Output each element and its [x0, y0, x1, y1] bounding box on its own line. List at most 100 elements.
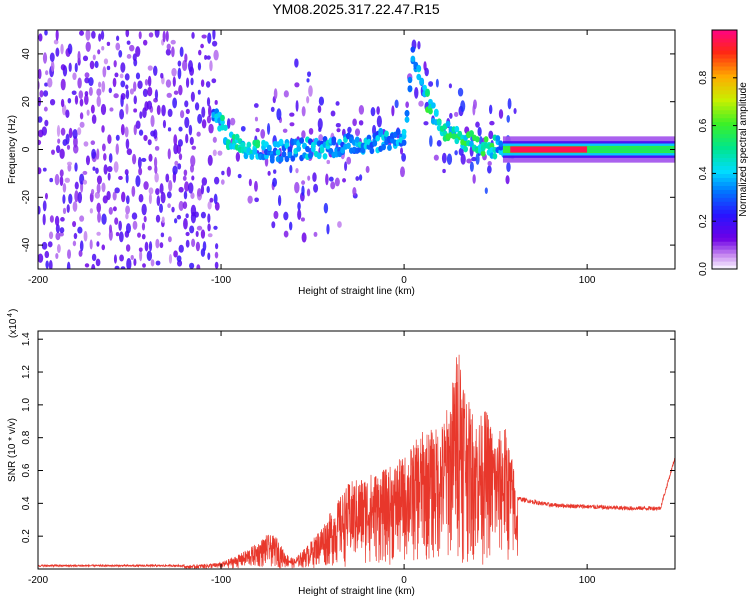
spectrogram-cell — [342, 178, 347, 183]
colorbar-segment — [712, 101, 737, 107]
spectrogram-cell — [391, 105, 395, 117]
x-tick-label: 0 — [401, 275, 407, 286]
spectrogram-cell — [471, 156, 477, 162]
spectrogram-cell — [295, 167, 299, 174]
spectrogram-cell — [118, 49, 123, 58]
spectrogram-cell — [96, 231, 101, 236]
spectrogram-cell — [294, 82, 300, 88]
spectrogram-cell — [154, 172, 159, 183]
spectrogram-cell — [191, 175, 195, 181]
spectrogram-cell — [214, 201, 220, 211]
spectrogram-cell — [125, 103, 129, 115]
spectrogram-cell — [419, 78, 425, 86]
spectrogram-cell — [206, 115, 212, 124]
spectrogram-cell — [106, 190, 111, 201]
spectrogram-cell — [96, 95, 101, 108]
colorbar-segment — [712, 69, 737, 75]
spectrogram-cell — [474, 136, 480, 143]
spectrogram-cell — [200, 79, 205, 87]
spectrogram-cell — [177, 67, 182, 80]
spectrogram-cell — [400, 147, 404, 155]
spectrogram-cell — [115, 143, 119, 155]
spectrogram-cell — [445, 120, 451, 128]
spectrogram-cell — [428, 81, 434, 87]
spectrogram-cell — [176, 214, 182, 220]
spectrogram-cell — [114, 217, 119, 225]
spectrogram-cell — [55, 145, 61, 154]
spectrogram-cell — [326, 159, 331, 165]
spectrogram-cell — [255, 139, 261, 146]
spectrogram-cell — [97, 49, 101, 55]
spectrogram-cell — [284, 142, 290, 149]
colorbar-segment — [712, 97, 737, 103]
spectrogram-cell — [469, 130, 474, 137]
spectrogram-cell — [55, 47, 60, 57]
colorbar-segment — [712, 173, 737, 178]
colorbar-tick-label: 0.0 — [698, 262, 709, 276]
spectrogram-cell — [330, 110, 336, 117]
spectrogram-cell — [167, 148, 171, 160]
spectrogram-cell — [77, 50, 81, 62]
spectrogram-cell — [119, 254, 124, 262]
spectrogram-cell — [68, 127, 73, 139]
spectrogram-cell — [507, 98, 512, 110]
spectrogram-cell — [131, 185, 136, 197]
spectrogram-cell — [148, 153, 153, 162]
spectrogram-cell — [166, 191, 172, 199]
spectrogram-cell — [141, 233, 146, 240]
y-tick-label: 40 — [21, 48, 32, 60]
colorbar-tick-label: 0.8 — [698, 70, 709, 84]
spectrogram-cell — [197, 113, 203, 124]
spectrogram-cell — [289, 164, 293, 174]
spectrogram-cell — [297, 202, 301, 211]
spectrogram-cell — [72, 129, 78, 139]
spectrogram-cell — [79, 98, 84, 107]
spectrogram-cell — [477, 126, 482, 137]
spectrogram-cell — [188, 124, 193, 136]
y-axis-label: SNR (10 * v/v) — [7, 418, 18, 482]
spectrogram-cell — [59, 227, 65, 234]
spectrogram-cell — [161, 104, 166, 117]
spectrogram-cell — [106, 41, 111, 46]
spectrogram-cell — [252, 148, 258, 155]
colorbar-tick-label: 0.6 — [698, 118, 709, 132]
spectrogram-cell — [207, 32, 212, 44]
spectrogram-cell — [207, 213, 211, 224]
colorbar-segment — [712, 137, 737, 143]
spectrogram-cell — [422, 84, 427, 92]
spectrogram-cell — [182, 201, 188, 209]
spectrogram-cell — [60, 78, 66, 91]
colorbar-segment — [712, 93, 737, 99]
spectrogram-cell — [401, 153, 407, 162]
spectrogram-cell — [77, 127, 82, 136]
spectrogram-cell — [171, 206, 175, 213]
spectrogram-cell — [375, 135, 381, 142]
spectrogram-cell — [307, 175, 311, 181]
spectrogram-cell — [266, 122, 271, 135]
spectrogram-cell — [125, 205, 131, 215]
spectrogram-cell — [132, 153, 137, 165]
colorbar-segment — [712, 85, 737, 91]
spectrogram-cell — [249, 153, 255, 160]
spectrogram-cell — [139, 111, 143, 119]
colorbar-segment — [712, 37, 737, 43]
spectrogram-cell — [264, 156, 269, 167]
spectrogram-cell — [121, 191, 126, 203]
spectrogram-cell — [355, 176, 360, 181]
spectrogram-cell — [381, 143, 386, 151]
spectrogram-cell — [505, 175, 510, 185]
spectrogram-cell — [201, 119, 207, 129]
colorbar-segment — [712, 77, 737, 83]
spectrogram-cell — [448, 83, 452, 89]
spectrogram-cell — [72, 72, 77, 81]
spectrogram-cell — [365, 165, 370, 174]
spectrogram-cell — [72, 220, 77, 228]
spectrogram-cell — [138, 31, 142, 40]
spectrogram-cell — [200, 211, 206, 219]
colorbar-segment — [712, 49, 737, 55]
spectrogram-cell — [42, 52, 48, 64]
spectrogram-cell — [114, 72, 119, 78]
spectrogram-cell — [370, 106, 376, 117]
colorbar-segment — [712, 229, 737, 234]
spectrogram-cell — [441, 152, 447, 164]
